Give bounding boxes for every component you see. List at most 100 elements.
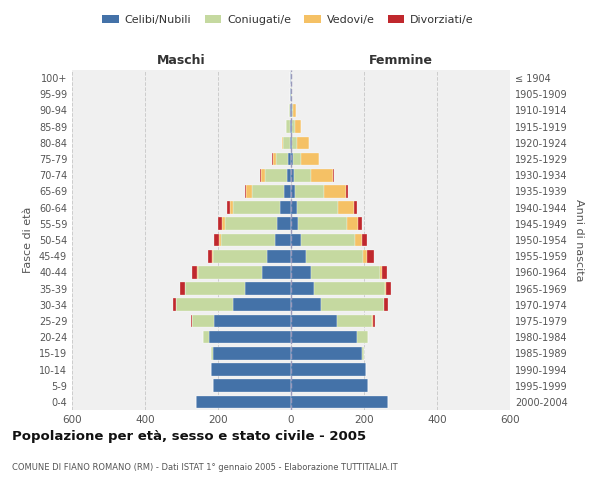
Bar: [222, 218, 225, 230]
Bar: [208, 250, 212, 262]
Bar: [291, 347, 362, 360]
Bar: [214, 314, 291, 328]
Bar: [293, 152, 301, 166]
Bar: [293, 104, 296, 117]
Bar: [292, 120, 295, 133]
Bar: [291, 120, 292, 133]
Bar: [291, 266, 311, 278]
Bar: [291, 104, 292, 117]
Bar: [287, 169, 291, 181]
Bar: [181, 282, 185, 295]
Y-axis label: Anni di nascita: Anni di nascita: [574, 198, 584, 281]
Bar: [291, 282, 314, 295]
Bar: [355, 234, 362, 246]
Bar: [291, 169, 294, 181]
Bar: [291, 363, 366, 376]
Bar: [363, 250, 367, 262]
Bar: [251, 185, 284, 198]
Bar: [290, 72, 291, 85]
Bar: [265, 169, 287, 181]
Bar: [219, 234, 221, 246]
Bar: [301, 152, 319, 166]
Bar: [218, 218, 222, 230]
Bar: [273, 152, 276, 166]
Bar: [307, 250, 363, 262]
Bar: [321, 298, 384, 311]
Bar: [193, 314, 214, 328]
Bar: [275, 234, 291, 246]
Bar: [354, 202, 357, 214]
Bar: [225, 218, 277, 230]
Bar: [346, 185, 349, 198]
Bar: [294, 169, 311, 181]
Bar: [290, 136, 291, 149]
Bar: [276, 152, 288, 166]
Bar: [362, 347, 364, 360]
Bar: [297, 202, 338, 214]
Bar: [288, 152, 291, 166]
Bar: [230, 202, 233, 214]
Bar: [382, 266, 387, 278]
Bar: [233, 298, 291, 311]
Bar: [291, 136, 292, 149]
Bar: [284, 185, 291, 198]
Bar: [212, 380, 291, 392]
Bar: [290, 88, 291, 101]
Bar: [297, 136, 309, 149]
Text: Maschi: Maschi: [157, 54, 206, 67]
Bar: [291, 234, 301, 246]
Bar: [292, 104, 293, 117]
Bar: [261, 169, 265, 181]
Bar: [358, 218, 362, 230]
Bar: [283, 136, 290, 149]
Bar: [262, 266, 291, 278]
Bar: [213, 250, 267, 262]
Bar: [314, 282, 385, 295]
Bar: [292, 136, 297, 149]
Bar: [301, 234, 355, 246]
Bar: [291, 396, 388, 408]
Bar: [192, 266, 197, 278]
Y-axis label: Fasce di età: Fasce di età: [23, 207, 33, 273]
Bar: [211, 363, 291, 376]
Bar: [311, 169, 332, 181]
Bar: [260, 169, 261, 181]
Bar: [289, 104, 290, 117]
Bar: [291, 314, 337, 328]
Bar: [295, 120, 301, 133]
Bar: [246, 185, 251, 198]
Bar: [291, 185, 295, 198]
Bar: [203, 331, 209, 344]
Bar: [212, 347, 291, 360]
Bar: [245, 185, 246, 198]
Bar: [185, 282, 245, 295]
Bar: [291, 152, 293, 166]
Bar: [291, 298, 321, 311]
Text: Femmine: Femmine: [368, 54, 433, 67]
Bar: [324, 185, 346, 198]
Bar: [298, 218, 347, 230]
Bar: [380, 266, 382, 278]
Bar: [291, 331, 356, 344]
Bar: [212, 250, 213, 262]
Bar: [267, 250, 291, 262]
Bar: [221, 234, 275, 246]
Bar: [173, 298, 176, 311]
Bar: [338, 202, 354, 214]
Bar: [362, 234, 367, 246]
Bar: [281, 136, 283, 149]
Bar: [290, 120, 291, 133]
Bar: [384, 298, 388, 311]
Bar: [214, 234, 219, 246]
Bar: [311, 266, 380, 278]
Bar: [386, 282, 391, 295]
Bar: [209, 331, 291, 344]
Bar: [291, 380, 368, 392]
Bar: [211, 347, 212, 360]
Text: COMUNE DI FIANO ROMANO (RM) - Dati ISTAT 1° gennaio 2005 - Elaborazione TUTTITAL: COMUNE DI FIANO ROMANO (RM) - Dati ISTAT…: [12, 463, 398, 472]
Bar: [291, 250, 307, 262]
Bar: [347, 218, 358, 230]
Bar: [291, 202, 297, 214]
Bar: [367, 250, 374, 262]
Bar: [198, 266, 262, 278]
